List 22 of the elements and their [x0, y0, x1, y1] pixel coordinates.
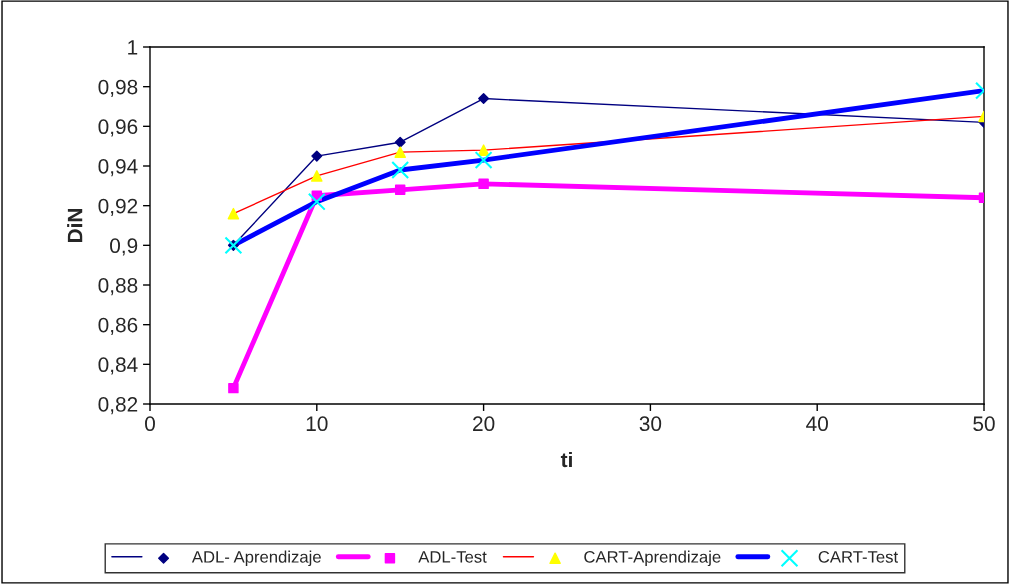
y-tick-label: 0,94 — [98, 159, 138, 177]
legend-label: ADL-Test — [418, 551, 487, 563]
x-tick-label: 40 — [806, 416, 828, 432]
y-tick-label: 0,96 — [98, 119, 138, 137]
y-tick-label: 0,98 — [98, 79, 138, 97]
y-axis-title: DiN — [67, 208, 83, 243]
legend-label: CART-Test — [818, 550, 898, 563]
x-tick-label: 20 — [473, 416, 495, 432]
y-tick-label: 0,84 — [98, 357, 138, 375]
y-tick-label: 0,86 — [98, 317, 138, 335]
y-tick-label: 1 — [128, 40, 138, 55]
x-tick-label: 0 — [145, 416, 155, 432]
x-tick-label: 10 — [306, 416, 328, 432]
y-tick-label: 0,92 — [98, 198, 138, 216]
y-tick-label: 0,82 — [98, 397, 138, 415]
x-axis-title: ti — [560, 451, 572, 468]
y-tick-label: 0,88 — [98, 278, 138, 296]
x-tick-label: 50 — [973, 416, 995, 432]
y-tick-label: 0,9 — [110, 238, 138, 256]
legend-label: CART-Aprendizaje — [584, 550, 721, 567]
legend-label: ADL- Aprendizaje — [191, 550, 321, 567]
x-tick-label: 30 — [639, 416, 662, 432]
